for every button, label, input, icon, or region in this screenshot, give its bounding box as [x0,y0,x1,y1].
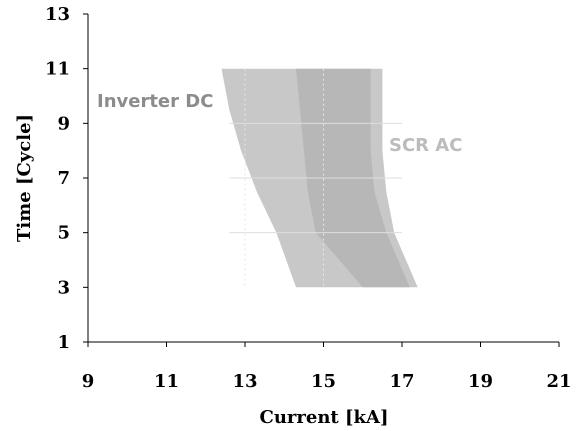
y-tick-label-3: 3 [57,277,70,298]
y-tick-label-9: 9 [57,113,70,134]
y-tick-label-7: 7 [57,168,70,189]
gridlines-layer [229,68,402,288]
x-tick-label-9: 9 [82,371,95,392]
x-tick-label-13: 13 [232,371,257,392]
y-axis-title: Time [Cycle] [14,114,35,242]
series-label-scr-ac: SCR AC [389,135,462,156]
x-tick-label-21: 21 [546,371,571,392]
x-tick-label-15: 15 [311,371,336,392]
y-tick-label-13: 13 [45,4,70,25]
y-tick-label-11: 11 [45,59,70,80]
x-tick-label-11: 11 [154,371,179,392]
x-tick-label-17: 17 [389,371,414,392]
x-tick-label-19: 19 [468,371,493,392]
x-axis-title: Current [kA] [260,407,389,428]
y-tick-label-5: 5 [57,223,70,244]
y-tick-label-1: 1 [57,332,70,353]
series-label-inverter-dc: Inverter DC [97,91,213,112]
